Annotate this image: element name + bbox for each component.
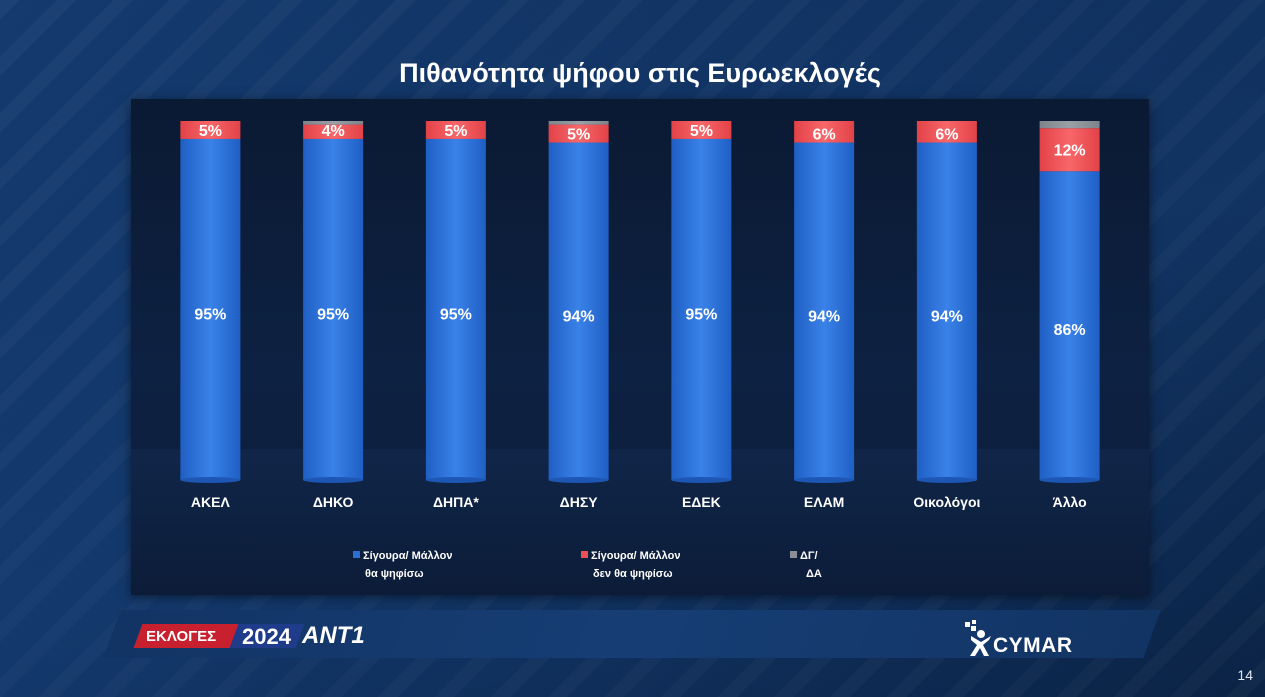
legend-swatch-2	[581, 551, 588, 558]
category-label-3: ΔΗΠΑ*	[433, 494, 479, 510]
bar-3-8	[1039, 121, 1100, 129]
bar-1-4	[548, 142, 609, 480]
bar-1-2	[303, 138, 364, 480]
category-label-2: ΔΗΚΟ	[313, 494, 354, 510]
category-label-5: ΕΔΕΚ	[682, 494, 721, 510]
data-label-1-2: 95%	[317, 307, 349, 324]
logo-tag-text: ΕΚΛΟΓΕΣ	[146, 628, 217, 645]
data-label-2-4: 5%	[567, 127, 590, 144]
category-label-8: Άλλο	[1053, 494, 1087, 510]
cymar-logo-text: CYMAR	[993, 634, 1073, 657]
legend-label-2-line-1: Σίγουρα/ Μάλλον	[591, 550, 680, 562]
category-label-7: Οικολόγοι	[913, 494, 980, 510]
bar-2-8	[1039, 128, 1100, 172]
data-label-2-1: 5%	[199, 123, 222, 140]
data-label-1-3: 95%	[440, 307, 472, 324]
bar-1-7	[916, 142, 977, 480]
bar-2-3	[425, 121, 486, 139]
data-label-2-6: 6%	[813, 127, 836, 144]
bar-2-7	[916, 121, 977, 143]
bar-1-1	[180, 138, 241, 480]
legend-label-3-line-1: ΔΓ/	[800, 550, 818, 562]
logo-channel-text: ANT1	[302, 622, 365, 649]
bar-base-4	[548, 477, 609, 483]
bar-base-2	[303, 477, 364, 483]
legend-label-3-line-2: ΔΑ	[806, 568, 822, 580]
legend-label-1-line-2: θα ψηφίσω	[365, 568, 424, 580]
bar-1-3	[425, 138, 486, 480]
chart-title: Πιθανότητα ψήφου στις Ευρωεκλογές	[399, 58, 881, 88]
data-label-1-4: 94%	[563, 308, 595, 325]
bar-1-5	[671, 138, 732, 480]
bar-1-6	[794, 142, 855, 480]
data-label-2-5: 5%	[690, 123, 713, 140]
cymar-figure-icon	[965, 620, 991, 656]
bar-2-2	[303, 124, 364, 139]
legend-swatch-1	[353, 551, 360, 558]
category-label-4: ΔΗΣΥ	[560, 494, 599, 510]
bar-3-4	[548, 121, 609, 125]
data-label-1-7: 94%	[931, 308, 963, 325]
data-label-2-2: 4%	[322, 123, 345, 140]
legend-label-1-line-1: Σίγουρα/ Μάλλον	[363, 550, 452, 562]
data-label-1-1: 95%	[194, 307, 226, 324]
stacked-bar-chart: 95% 5% 95% 4% 95% 5% 94% 5% 95% 5% 94% 6% 94% 6% 86% 12…	[180, 121, 1100, 580]
chart-panel: 95% 5% 95% 4% 95% 5% 94% 5% 95% 5% 94% 6% 94% 6% 86% 12…	[131, 99, 1149, 595]
legend-label-2-line-2: δεν θα ψηφίσω	[593, 568, 673, 580]
data-label-2-7: 6%	[935, 127, 958, 144]
data-label-1-5: 95%	[685, 307, 717, 324]
bar-base-6	[794, 477, 855, 483]
bar-base-1	[180, 477, 241, 483]
bar-base-5	[671, 477, 732, 483]
bar-base-3	[425, 477, 486, 483]
bar-3-2	[303, 121, 364, 125]
logo-year-text: 2024	[242, 624, 291, 649]
legend-swatch-3	[790, 551, 797, 558]
bar-base-7	[916, 477, 977, 483]
data-label-1-6: 94%	[808, 308, 840, 325]
data-label-1-8: 86%	[1054, 322, 1086, 339]
category-label-1: ΑΚΕΛ	[191, 494, 231, 510]
bar-2-6	[794, 121, 855, 143]
bar-2-1	[180, 121, 241, 139]
bar-2-5	[671, 121, 732, 139]
data-label-2-8: 12%	[1054, 143, 1086, 160]
bar-2-4	[548, 124, 609, 143]
bar-1-8	[1039, 171, 1100, 480]
page-number: 14	[1237, 667, 1253, 683]
data-label-2-3: 5%	[444, 123, 467, 140]
bar-base-8	[1039, 477, 1100, 483]
category-label-6: ΕΛΑΜ	[804, 494, 844, 510]
